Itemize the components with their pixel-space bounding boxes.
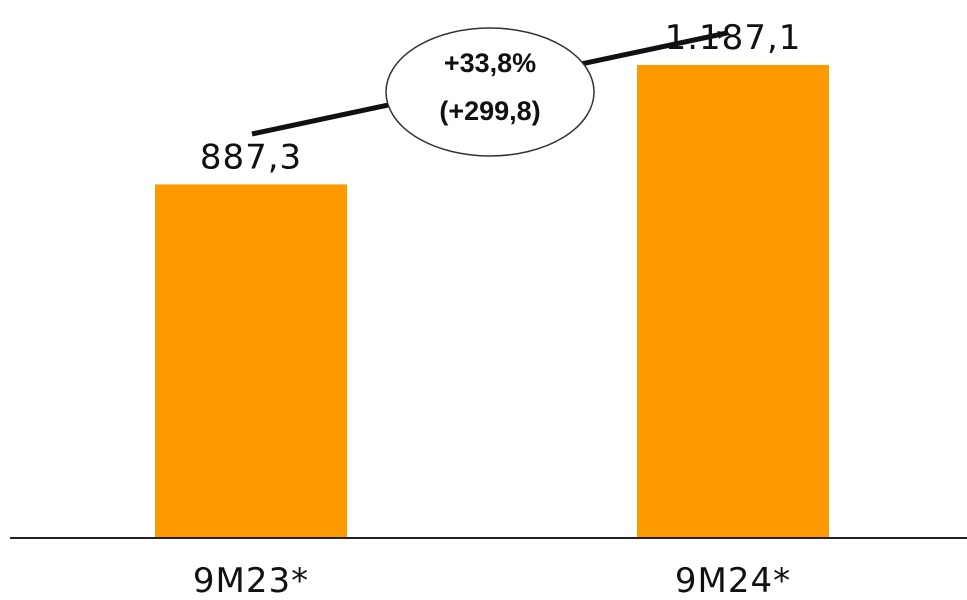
percent-change-label: +33,8% (444, 48, 536, 78)
absolute-change-label: (+299,8) (439, 96, 540, 126)
bar-value-label: 1.187,1 (665, 18, 802, 58)
bar-9m23 (155, 184, 347, 539)
change-ellipse (385, 27, 595, 157)
bar-value-label: 887,3 (200, 137, 302, 177)
bar-9m24 (637, 64, 829, 539)
x-tick-label: 9M24* (675, 561, 791, 600)
growth-annotation: +33,8% (+299,8) (251, 27, 728, 157)
x-tick-label: 9M23* (193, 561, 309, 600)
